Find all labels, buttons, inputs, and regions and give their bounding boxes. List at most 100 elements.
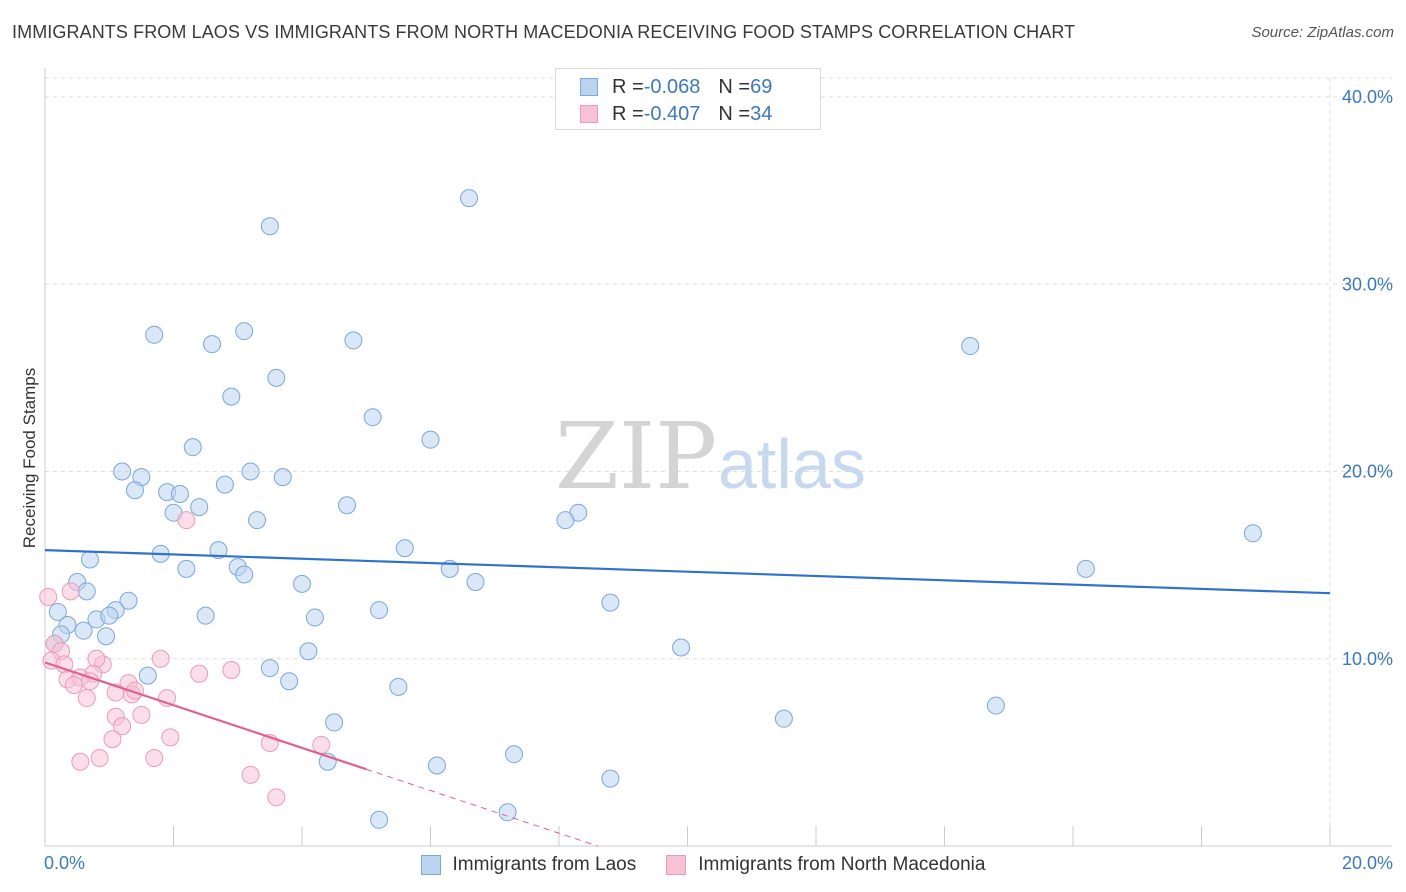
data-point-laos — [293, 574, 311, 593]
data-point-laos — [190, 498, 209, 517]
data-point-laos — [389, 677, 408, 696]
data-point-mac — [222, 660, 241, 679]
data-point-laos — [177, 559, 196, 578]
y-axis-label: Receiving Food Stamps — [20, 368, 39, 548]
data-point-mac — [71, 752, 90, 771]
data-point-laos — [170, 484, 189, 503]
legend-n-label: N = — [718, 75, 751, 98]
data-point-laos — [48, 602, 67, 621]
data-point-laos — [672, 638, 691, 657]
trend-line-mac — [44, 661, 367, 771]
data-point-laos — [421, 430, 440, 449]
data-point-mac — [61, 582, 80, 601]
chart-title: IMMIGRANTS FROM LAOS VS IMMIGRANTS FROM … — [12, 22, 1076, 42]
data-point-laos — [505, 745, 524, 764]
data-point-laos — [196, 606, 215, 625]
data-point-mac — [113, 717, 132, 736]
gridlines — [45, 77, 1392, 846]
data-point-laos — [241, 462, 260, 481]
y-tick-label: 30.0% — [1342, 274, 1393, 294]
data-point-laos — [260, 659, 279, 678]
data-point-laos — [601, 769, 620, 788]
data-point-mac — [103, 730, 122, 749]
legend-swatch-mac — [666, 855, 687, 875]
data-point-laos — [498, 803, 517, 822]
legend-label-laos: Immigrants from Laos — [452, 854, 637, 875]
watermark-zip: ZIP — [555, 403, 717, 510]
data-point-laos — [299, 642, 318, 661]
legend-swatch-mac — [580, 105, 598, 123]
data-point-laos — [774, 709, 793, 728]
data-point-laos — [337, 496, 356, 515]
data-point-mac — [132, 705, 151, 724]
data-point-mac — [39, 587, 58, 606]
data-point-laos — [203, 335, 222, 354]
data-point-laos — [370, 601, 389, 620]
data-point-laos — [222, 387, 241, 406]
legend-swatch-laos — [420, 855, 441, 875]
legend-row-mac: R = -0.407 N = 34 — [580, 101, 772, 127]
data-point-laos — [74, 621, 93, 640]
data-point-laos — [235, 322, 254, 341]
legend-n-value-mac: 34 — [750, 102, 773, 125]
legend-r-label: R = — [612, 102, 644, 125]
data-point-mac — [267, 788, 286, 807]
data-point-laos — [145, 325, 164, 344]
legend-n-label: N = — [718, 102, 751, 125]
legend-r-value-laos: -0.068 — [643, 75, 701, 98]
data-point-laos — [97, 627, 116, 646]
data-point-mac — [161, 728, 180, 747]
data-point-laos — [460, 189, 479, 208]
data-point-laos — [273, 468, 292, 487]
data-point-laos — [80, 550, 99, 569]
data-point-mac — [77, 689, 96, 708]
data-point-mac — [64, 675, 83, 694]
data-point-mac — [190, 664, 209, 683]
data-point-laos — [113, 462, 132, 481]
watermark-atlas: atlas — [718, 425, 866, 503]
data-point-laos — [305, 608, 324, 627]
data-point-laos — [209, 541, 228, 560]
data-point-laos — [961, 337, 980, 356]
data-point-laos — [986, 696, 1005, 715]
data-point-mac — [151, 649, 170, 668]
data-point-laos — [77, 582, 96, 601]
legend-n-value-laos: 69 — [750, 75, 773, 98]
correlation-legend: R = -0.068 N = 69 R = -0.407 N = 34 — [555, 68, 821, 130]
data-point-laos — [1243, 524, 1262, 543]
legend-label-mac: Immigrants from North Macedonia — [698, 854, 986, 875]
trend-line-mac-extrapolated — [366, 768, 598, 847]
data-point-mac — [241, 765, 260, 784]
data-point-laos — [138, 666, 157, 685]
data-point-laos — [370, 810, 389, 829]
legend-r-value-mac: -0.407 — [643, 102, 701, 125]
data-point-laos — [125, 481, 144, 500]
x-tick-label: 0.0% — [44, 853, 85, 873]
data-point-laos — [1076, 559, 1095, 578]
data-point-mac — [90, 748, 109, 767]
y-tick-label: 40.0% — [1342, 87, 1393, 107]
data-point-laos — [267, 368, 286, 387]
series-mac-points — [39, 511, 331, 807]
data-point-laos — [363, 408, 382, 427]
legend-item-mac[interactable]: Immigrants from North Macedonia — [666, 854, 985, 876]
data-point-laos — [466, 572, 485, 591]
x-tick-label: 20.0% — [1342, 853, 1393, 873]
data-point-laos — [235, 565, 254, 584]
data-point-laos — [119, 591, 138, 610]
data-point-mac — [87, 649, 106, 668]
y-tick-label: 20.0% — [1342, 462, 1393, 482]
trend-line-laos — [44, 549, 1331, 595]
data-point-laos — [100, 606, 119, 625]
data-point-laos — [280, 672, 299, 691]
data-point-laos — [325, 713, 344, 732]
data-point-laos — [427, 756, 446, 775]
data-point-laos — [344, 331, 363, 350]
source-credit: Source: ZipAtlas.com — [1251, 24, 1394, 41]
series-legend: Immigrants from Laos Immigrants from Nor… — [0, 852, 1406, 878]
data-point-laos — [260, 217, 279, 236]
data-point-mac — [312, 735, 331, 754]
legend-item-laos[interactable]: Immigrants from Laos — [420, 854, 637, 876]
data-point-mac — [145, 748, 164, 767]
